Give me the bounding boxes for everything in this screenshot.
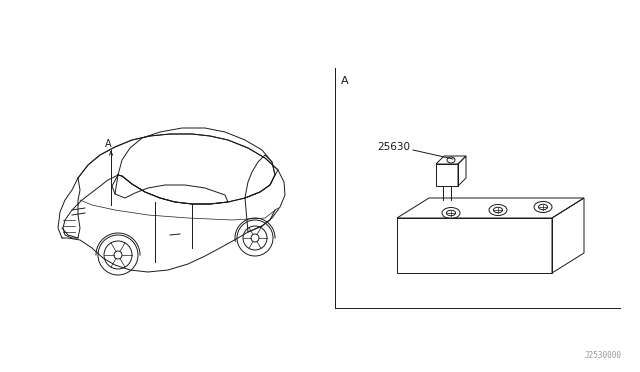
Text: A: A: [341, 76, 349, 86]
Text: J2530000: J2530000: [585, 351, 622, 360]
Text: A: A: [105, 139, 111, 149]
Text: 25630: 25630: [377, 142, 410, 152]
